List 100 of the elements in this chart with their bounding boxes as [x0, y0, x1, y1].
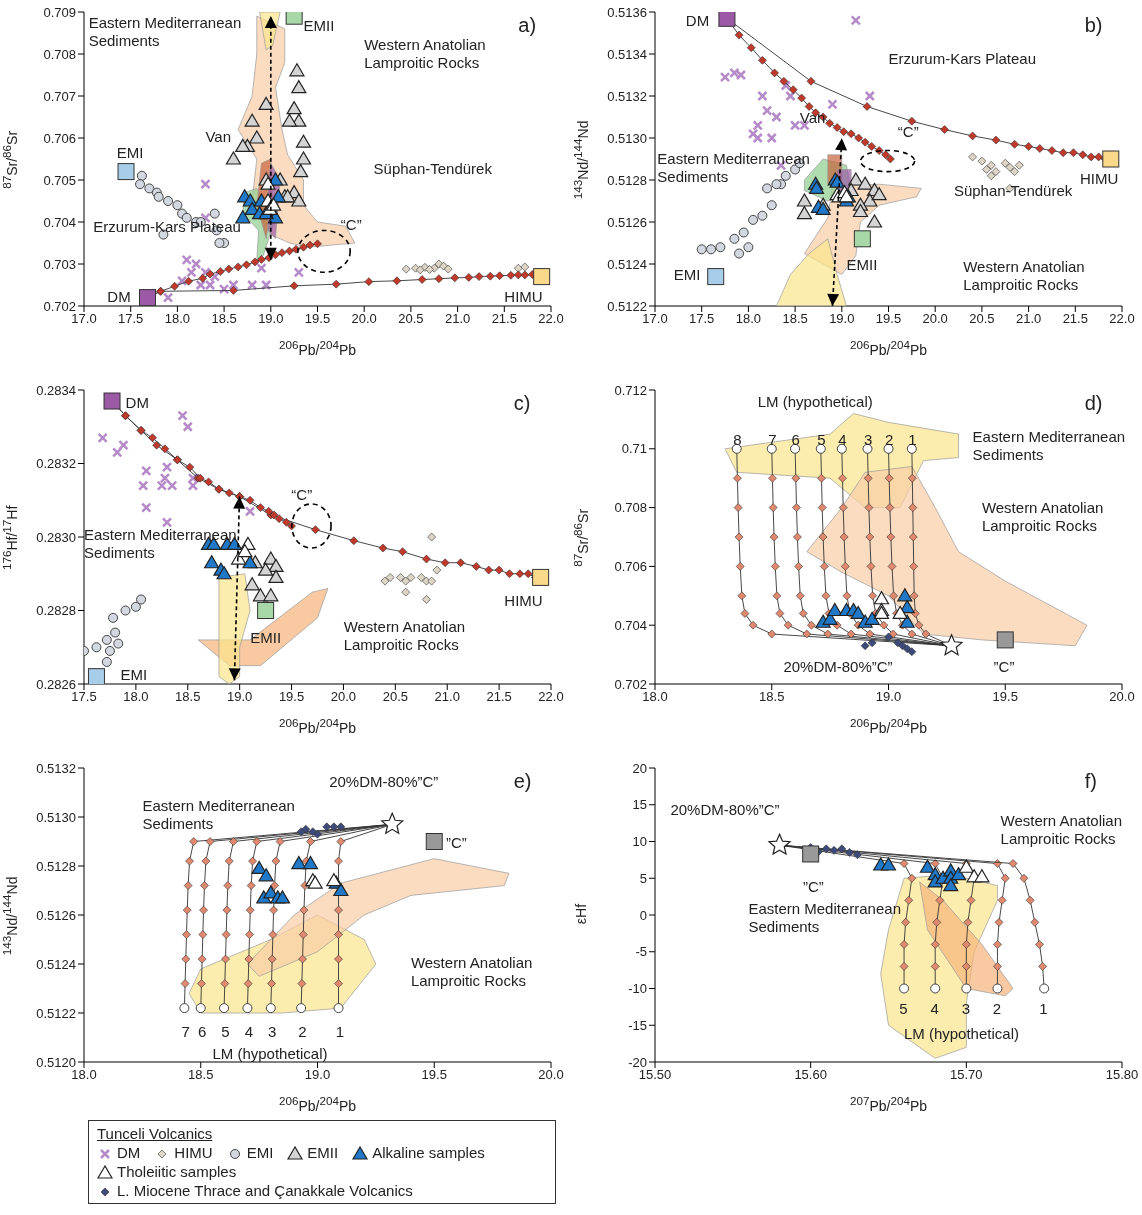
- x-tick-label: 18.5: [175, 689, 201, 705]
- annotation: ”C”: [993, 657, 1015, 676]
- annotation: EMI: [120, 665, 148, 684]
- y-tick-label: 0.709: [43, 4, 76, 20]
- annotation: Western Anatolian Lamproitic Rocks: [364, 35, 486, 72]
- annotation: 7: [181, 1022, 190, 1041]
- annotation: 20%DM-80%”C”: [670, 801, 780, 820]
- x-tick-label: 19.0: [227, 689, 253, 705]
- y-axis-title: εHf: [573, 902, 589, 927]
- y-tick-label: 0.5130: [607, 130, 647, 146]
- x-tick-label: 20.0: [922, 311, 948, 327]
- annotation: 5: [221, 1022, 230, 1041]
- y-tick-label: 20: [632, 760, 647, 776]
- y-tick-label: 0.2834: [36, 382, 76, 398]
- x-tick-label: 20.0: [538, 1067, 564, 1083]
- y-tick-label: 0.5120: [36, 1054, 76, 1070]
- y-tick-label: 0.704: [43, 214, 76, 230]
- annotation: Eastern Mediterranean Sediments: [748, 900, 901, 937]
- x-axis-title: $^{206}$Pb/$^{204}$Pb: [277, 1094, 357, 1114]
- annotation: Süphan-Tendürek: [953, 182, 1073, 201]
- y-tick-label: 0.5136: [607, 4, 647, 20]
- x-tick-label: 20.5: [382, 689, 408, 705]
- annotation: HIMU: [1079, 169, 1119, 188]
- y-tick-label: 0.705: [43, 172, 76, 188]
- y-tick-label: 0.5124: [36, 956, 76, 972]
- y-tick-label: 0.708: [614, 500, 647, 516]
- x-tick-label: 20.0: [1109, 689, 1135, 705]
- annotation: Eastern Mediterranean Sediments: [84, 525, 237, 562]
- x-tick-label: 19.5: [421, 1067, 447, 1083]
- annotation: Western Anatolian Lamproitic Rocks: [343, 617, 466, 654]
- x-tick-label: 18.0: [164, 311, 191, 327]
- annotation: Erzurum-Kars Plateau: [93, 217, 241, 236]
- y-tick-label: 15: [632, 797, 647, 813]
- x-tick-label: 18.0: [735, 311, 762, 327]
- y-tick-label: 0.5132: [36, 760, 76, 776]
- x-tick-label: 20.5: [398, 311, 424, 327]
- annotation: HIMU: [504, 288, 543, 307]
- y-tick-label: 0.5130: [36, 809, 76, 825]
- annotation: 3: [961, 999, 971, 1018]
- x-tick-label: 21.5: [486, 689, 512, 705]
- y-tick-label: 0.707: [43, 88, 76, 104]
- x-tick-label: 19.5: [304, 311, 331, 327]
- y-tick-label: 0.5132: [607, 88, 647, 104]
- y-tick-label: 0.2830: [36, 529, 76, 545]
- annotation: EMII: [303, 16, 335, 35]
- annotation: 3: [267, 1022, 277, 1041]
- x-tick-label: 20.0: [330, 689, 357, 705]
- x-tick-label: 17.0: [71, 311, 97, 327]
- y-tick-label: 0.2826: [36, 676, 76, 692]
- x-tick-label: 19.5: [992, 689, 1018, 705]
- x-tick-label: 15.80: [1105, 1067, 1139, 1083]
- annotation: DM: [685, 12, 710, 30]
- annotation: DM: [107, 288, 131, 307]
- y-tick-label: 0.5124: [607, 256, 647, 272]
- x-tick-label: 19.0: [875, 689, 902, 705]
- annotation: DM: [125, 393, 149, 412]
- y-tick-label: 0.702: [614, 676, 647, 692]
- annotation: Western Anatolian Lamproitic Rocks: [963, 257, 1085, 294]
- x-tick-label: 17.5: [118, 311, 144, 327]
- annotation: c): [513, 392, 531, 415]
- annotation: EMII: [250, 628, 282, 647]
- y-tick-label: -5: [635, 944, 647, 960]
- x-tick-label: 22.0: [1109, 311, 1135, 327]
- annotation: 4: [244, 1022, 253, 1041]
- y-tick-label: -20: [628, 1054, 647, 1070]
- y-tick-label: 0.5126: [36, 907, 76, 923]
- annotation: 4: [930, 999, 939, 1018]
- annotation: d): [1084, 392, 1103, 415]
- annotation: “C”: [897, 123, 919, 142]
- x-axis-title: $^{206}$Pb/$^{204}$Pb: [848, 716, 928, 736]
- x-axis-title: $^{206}$Pb/$^{204}$Pb: [277, 716, 357, 736]
- x-tick-label: 20.0: [351, 311, 377, 327]
- annotation: Western Anatolian Lamproitic Rocks: [410, 954, 533, 991]
- legend-label: Alkaline samples: [372, 1144, 485, 1161]
- y-tick-label: 5: [639, 870, 647, 886]
- x-tick-label: 19.0: [258, 311, 284, 327]
- annotation: 5: [899, 999, 908, 1018]
- annotation: “C”: [340, 215, 362, 234]
- y-tick-label: 0.702: [43, 298, 76, 314]
- x-tick-label: 18.5: [188, 1067, 214, 1083]
- annotation: 2: [298, 1022, 307, 1041]
- annotation: e): [513, 770, 532, 793]
- y-tick-label: 0.5122: [607, 298, 647, 314]
- x-axis-title: $^{206}$Pb/$^{204}$Pb: [277, 338, 357, 358]
- y-tick-label: 0.5122: [36, 1005, 76, 1021]
- annotation: a): [518, 14, 537, 37]
- annotation: ”C”: [803, 878, 824, 897]
- x-tick-label: 15.60: [794, 1067, 827, 1083]
- annotation: 4: [838, 431, 847, 450]
- annotation: Eastern Mediterranean Sediments: [972, 428, 1126, 465]
- x-tick-label: 21.5: [1062, 311, 1088, 327]
- annotation: 20%DM-80%”C”: [783, 657, 893, 676]
- annotation: 20%DM-80%”C”: [329, 772, 439, 791]
- y-tick-label: 0.71: [621, 441, 647, 457]
- x-tick-label: 21.0: [1015, 311, 1042, 327]
- x-tick-label: 22.0: [538, 689, 564, 705]
- x-tick-label: 19.0: [829, 311, 855, 327]
- y-tick-label: 0.708: [43, 46, 76, 62]
- x-tick-label: 18.5: [211, 311, 237, 327]
- x-tick-label: 17.5: [71, 689, 97, 705]
